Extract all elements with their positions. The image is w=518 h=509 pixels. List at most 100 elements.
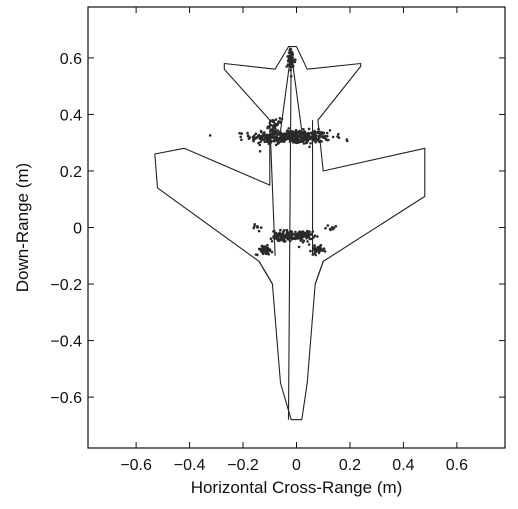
scatter-point [292,131,295,134]
y-tick-label: 0.6 [60,51,82,68]
scatter-point [299,238,303,241]
scatter-point [270,240,274,243]
scatter-point [299,136,303,139]
scatter-point [263,246,267,249]
scatter-point [238,131,241,135]
scatter-point [261,248,264,252]
scatter-point [269,119,273,122]
nose-cluster [285,47,297,78]
x-tick-label: −0.2 [227,457,259,474]
scatter-point [294,230,297,234]
y-tick-label: 0.2 [60,164,82,181]
left-inlet-cluster [254,243,274,257]
scatter-point [309,237,313,241]
scatter-point [279,228,282,232]
scatter-point [313,244,316,247]
scatter-point [322,247,326,250]
scatter-point [272,230,275,233]
scatter-point [287,231,291,235]
scatter-point [302,133,306,137]
scatter-point [317,248,321,252]
y-tick-label: 0 [73,221,82,238]
scatter-point [285,135,289,138]
scatter-point [290,234,294,237]
scatter-point [274,123,278,126]
scatter-point [325,131,329,135]
structure-line-6 [314,261,324,285]
scatter-point [284,137,287,140]
x-tick-label: 0.6 [446,457,468,474]
scatter-point [257,229,261,233]
scatter-point [314,250,317,254]
scatter-point [313,129,316,133]
scatter-point [303,131,307,134]
scatter-point [302,239,306,243]
scatter-point [314,140,317,144]
scatter-point [254,253,258,256]
scatter-point [266,137,270,141]
scatter-point [285,129,289,133]
scatter-point [257,141,260,145]
scatter-point [294,128,298,132]
scatter-point [310,232,313,236]
scatter-point [317,136,321,140]
scatter-point [270,250,274,254]
scatter-point [309,249,312,253]
scatter-point [310,132,314,136]
scatter-point [278,138,282,141]
scatter-point [298,129,301,133]
scatter-point [289,139,293,142]
scatter-point [302,142,306,145]
scatter-point [309,142,312,145]
scatter-point [253,224,256,228]
scatter-point [268,121,272,125]
scatter-point [319,139,323,143]
scatter-point [274,127,277,131]
scatter-point [304,136,307,140]
scatter-point [308,145,311,149]
x-tick-label: 0.4 [392,457,414,474]
scatter-point [261,252,265,256]
scatter-point [278,231,281,235]
scatter-point [318,132,322,136]
scatter-point [291,141,295,144]
scatter-point [277,121,280,124]
scatter-point [293,136,297,140]
scatter-point [246,131,249,135]
scatter-point [240,138,243,142]
y-axis-label: Down-Range (m) [13,163,32,292]
scatter-point [317,127,320,131]
scatter-point [252,138,255,141]
scatter-point [274,236,278,239]
scatter-point [258,143,262,147]
scatter-point [289,48,293,51]
scatter-point [252,226,256,230]
scatter-point [266,135,269,139]
scatter-point [337,132,340,136]
scatter-point [311,253,315,256]
scatter-point [324,138,328,141]
scatter-point [302,233,306,236]
scatter-point [297,245,301,249]
scatter-point [290,230,294,233]
scatter-point [278,237,281,241]
scatter-point [280,137,284,140]
scatter-point [326,224,330,227]
scatter-point [268,248,271,252]
scatter-point [258,150,262,153]
scatter-point [299,230,303,234]
scatter-point [306,229,309,233]
scatter-point [319,135,322,138]
scatter-point [291,58,295,62]
scatter-point [345,139,349,143]
scatter-point [307,243,311,246]
scatter-point [263,140,267,144]
scatter-point [276,239,280,242]
scatter-point [296,234,300,238]
wing-root-cluster [208,127,349,153]
scatter-point [329,228,332,232]
scatter-point [311,230,315,233]
scatter-point [313,234,317,237]
scatter-point [282,230,285,233]
